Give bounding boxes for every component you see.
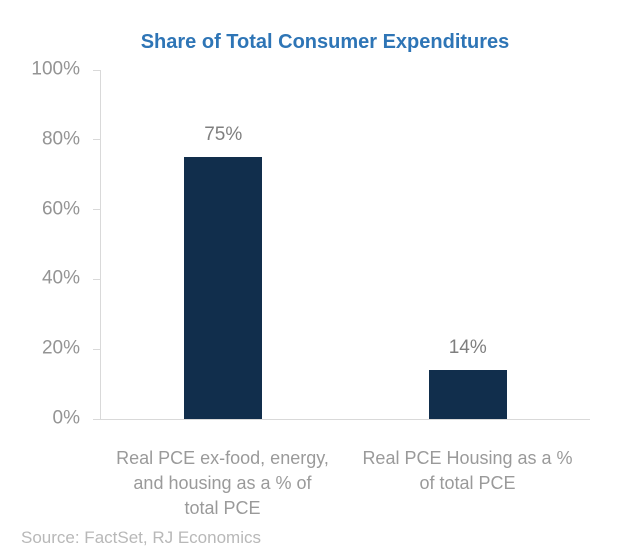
y-tick-label: 0% (52, 407, 80, 429)
category-label-line: and housing as a % of (133, 473, 312, 493)
y-tick-label: 100% (31, 58, 80, 80)
y-tick-mark (93, 69, 101, 71)
y-tick-mark (93, 418, 101, 420)
source-note: Source: FactSet, RJ Economics (21, 528, 261, 547)
y-tick-label: 40% (41, 267, 80, 289)
category-label-line: Real PCE ex-food, energy, (116, 448, 329, 468)
x-axis-labels: Real PCE ex-food, energy, and housing as … (100, 446, 590, 521)
category-label-line: of total PCE (419, 473, 516, 493)
plot-area: 0% 20% 40% 60% 80% 100% 75% 14% (31, 59, 590, 429)
bar-value-label: 75% (204, 124, 243, 146)
y-tick-mark (93, 139, 101, 141)
y-tick-mark (93, 348, 101, 350)
y-tick-mark (93, 209, 101, 211)
y-tick-label: 20% (41, 337, 80, 359)
category-label-line: Real PCE Housing as a % (362, 448, 573, 468)
bar-2 (428, 370, 507, 419)
category-label-line: total PCE (184, 498, 261, 518)
y-tick-label: 80% (41, 128, 80, 150)
category-label: Real PCE Housing as a % of total PCE (345, 446, 590, 496)
category-label: Real PCE ex-food, energy, and housing as … (100, 446, 345, 521)
chart-title: Share of Total Consumer Expenditures (140, 31, 510, 53)
bar-1 (184, 157, 263, 419)
bar-value-label: 14% (448, 337, 487, 359)
y-tick-mark (93, 278, 101, 280)
y-tick-label: 60% (41, 198, 80, 220)
